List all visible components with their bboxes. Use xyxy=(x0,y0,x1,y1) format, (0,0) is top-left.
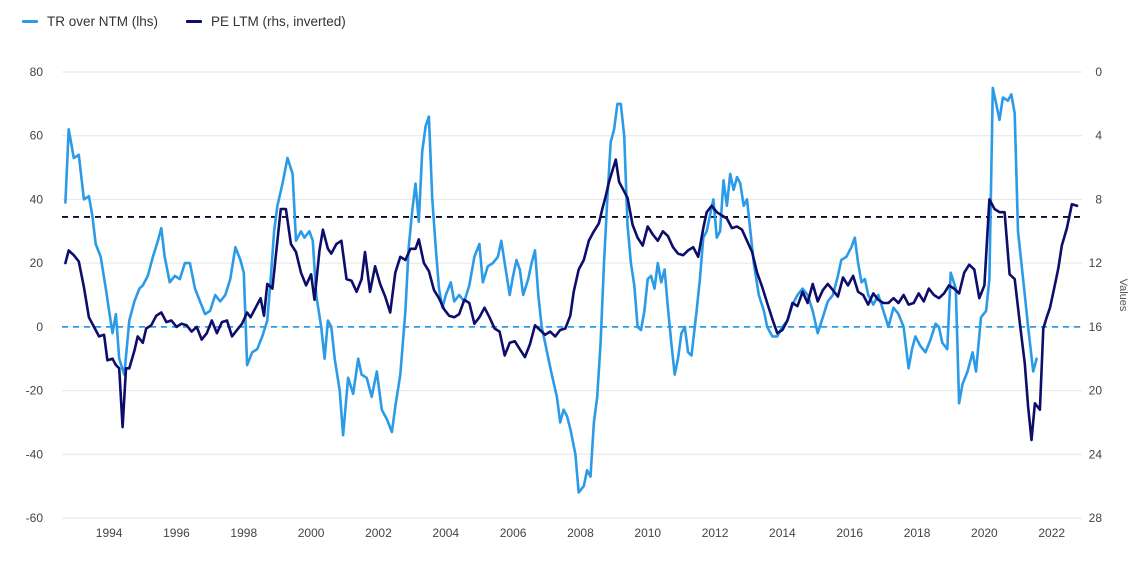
y2-tick-label: 8 xyxy=(1095,192,1102,206)
x-tick-label: 2006 xyxy=(500,526,527,540)
y-tick-label: 20 xyxy=(30,256,44,270)
y2-tick-label: 4 xyxy=(1095,129,1102,143)
x-tick-label: 1998 xyxy=(230,526,257,540)
x-tick-label: 2008 xyxy=(567,526,594,540)
x-tick-label: 1996 xyxy=(163,526,190,540)
reference-lines xyxy=(62,216,1082,328)
y2-tick-label: 16 xyxy=(1089,320,1103,334)
series-line-pe xyxy=(64,158,1079,442)
x-tick-label: 2018 xyxy=(904,526,931,540)
x-tick-label: 2010 xyxy=(634,526,661,540)
y-tick-label: -60 xyxy=(26,511,44,525)
x-axis: 1994 1996 1998 2000 2002 2004 2006 2008 2010 2012… xyxy=(96,526,1066,540)
y2-tick-label: 0 xyxy=(1095,65,1102,79)
legend-item-pe[interactable]: PE LTM (rhs, inverted) xyxy=(186,14,346,29)
y-axis-left: -60 -40 -20 0 20 40 60 80 xyxy=(26,65,44,525)
x-tick-label: 2022 xyxy=(1038,526,1065,540)
x-tick-label: 1994 xyxy=(96,526,123,540)
legend-label-pe: PE LTM (rhs, inverted) xyxy=(211,14,346,29)
y-axis-right: 0 4 8 12 16 20 24 28 xyxy=(1089,65,1103,525)
gridlines xyxy=(62,71,1082,519)
legend-label-tr: TR over NTM (lhs) xyxy=(47,14,158,29)
y-tick-label: 40 xyxy=(30,192,44,206)
legend: TR over NTM (lhs) PE LTM (rhs, inverted) xyxy=(22,14,346,29)
legend-swatch-pe xyxy=(186,20,202,23)
y-tick-label: 60 xyxy=(30,129,44,143)
y2-tick-label: 28 xyxy=(1089,511,1103,525)
y-tick-label: -20 xyxy=(26,384,44,398)
x-tick-label: 2004 xyxy=(432,526,459,540)
legend-swatch-tr xyxy=(22,20,38,23)
y-tick-label: 80 xyxy=(30,65,44,79)
y-tick-label: 0 xyxy=(36,320,43,334)
series-line-tr xyxy=(64,86,1038,494)
y2-tick-label: 20 xyxy=(1089,384,1103,398)
y-tick-label: -40 xyxy=(26,447,44,461)
x-tick-label: 2014 xyxy=(769,526,796,540)
legend-item-tr[interactable]: TR over NTM (lhs) xyxy=(22,14,158,29)
y2-axis-title: Values xyxy=(1117,279,1129,312)
x-tick-label: 2002 xyxy=(365,526,392,540)
y2-tick-label: 12 xyxy=(1089,256,1103,270)
x-tick-label: 2000 xyxy=(298,526,325,540)
y2-tick-label: 24 xyxy=(1089,447,1103,461)
x-tick-label: 2020 xyxy=(971,526,998,540)
x-tick-label: 2012 xyxy=(702,526,729,540)
series-lines xyxy=(64,86,1079,494)
x-tick-label: 2016 xyxy=(836,526,863,540)
